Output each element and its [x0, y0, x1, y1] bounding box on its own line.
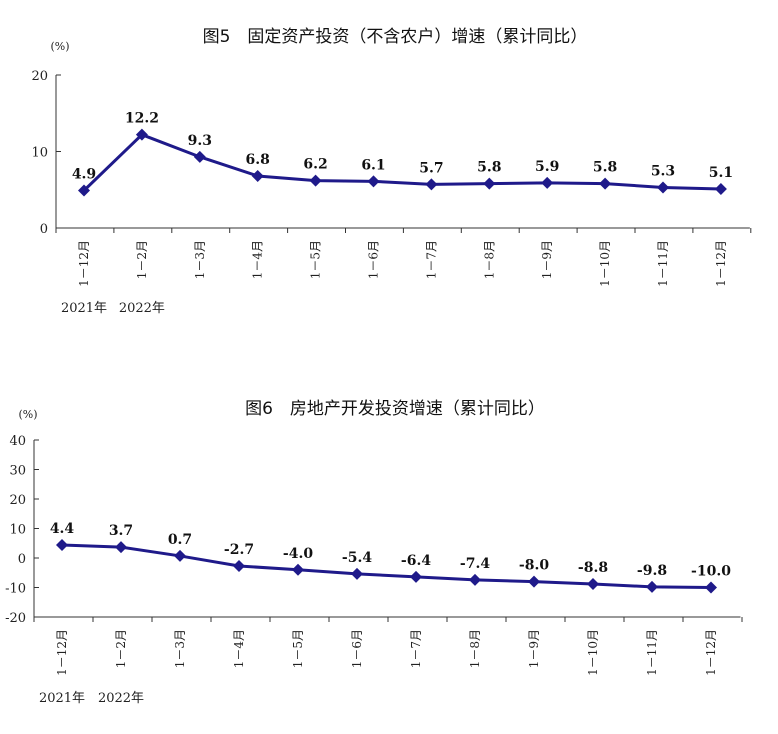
x-tick-label: 1－12月 — [55, 629, 69, 676]
chart-6: 图6 房地产开发投资增速（累计同比） (%) -20 -10 0 10 20 30 40 1－12… — [5, 399, 743, 706]
data-label: -2.7 — [224, 542, 254, 558]
data-label: -8.8 — [578, 560, 608, 576]
data-point-marker — [292, 563, 304, 576]
y-tick-label: 30 — [9, 464, 26, 479]
data-point-marker — [587, 577, 599, 590]
y-tick-label: 0 — [18, 552, 26, 567]
year-label: 2021年 — [39, 691, 85, 706]
x-tick-label: 1－11月 — [645, 629, 659, 676]
data-label: 6.1 — [361, 157, 385, 173]
year-label: 2021年 — [61, 301, 107, 316]
y-tick-label: 40 — [9, 434, 26, 449]
data-point-marker — [646, 580, 658, 593]
x-tick-label: 1－12月 — [714, 240, 728, 287]
data-point-marker — [78, 184, 90, 197]
x-tick-label: 1－5月 — [309, 240, 323, 279]
data-point-marker — [425, 178, 438, 191]
data-point-marker — [483, 177, 496, 190]
x-tick-label: 1－7月 — [409, 629, 423, 668]
data-label: -5.4 — [342, 550, 372, 566]
data-point-marker — [351, 567, 363, 580]
data-point-marker — [469, 573, 481, 586]
x-tick-label: 1－10月 — [586, 629, 600, 676]
data-point-marker — [56, 539, 68, 552]
x-tick-label: 1－9月 — [527, 629, 541, 668]
y-unit-label: (%) — [18, 408, 37, 421]
data-point-marker — [528, 575, 540, 588]
x-tick-label: 1－6月 — [367, 240, 381, 279]
x-tick-label: 1－7月 — [424, 240, 438, 279]
x-tick-label: 1－6月 — [350, 629, 364, 668]
x-tick-label: 1－3月 — [193, 240, 207, 279]
data-point-marker — [309, 174, 322, 187]
data-point-marker — [657, 181, 669, 194]
data-label: 12.2 — [125, 111, 159, 127]
data-point-marker — [193, 150, 206, 163]
x-tick-label: 1－8月 — [468, 629, 482, 668]
data-point-marker — [115, 541, 127, 554]
y-tick-label: 20 — [9, 493, 26, 508]
data-label: 5.9 — [535, 159, 559, 175]
data-point-marker — [233, 559, 245, 572]
series-line — [82, 132, 721, 192]
data-label: 5.8 — [593, 160, 617, 176]
data-point-marker — [599, 177, 612, 190]
data-label: 4.9 — [72, 167, 96, 183]
data-label: 0.7 — [168, 532, 192, 548]
data-point-marker — [705, 581, 717, 594]
data-label: -4.0 — [283, 546, 313, 562]
data-label: -10.0 — [691, 564, 731, 580]
chart-title: 图6 房地产开发投资增速（累计同比） — [245, 399, 545, 419]
y-tick-label: 10 — [9, 523, 26, 538]
chart-title: 图5 固定资产投资（不含农户）增速（累计同比） — [203, 27, 588, 47]
x-tick-label: 1－12月 — [77, 240, 91, 287]
data-label: 9.3 — [188, 133, 212, 149]
data-point-marker — [174, 549, 186, 562]
x-tick-label: 1－8月 — [482, 240, 496, 279]
data-label: -9.8 — [637, 563, 667, 579]
x-tick-label: 1－11月 — [656, 240, 670, 287]
y-tick-label: 10 — [31, 146, 48, 161]
data-point-marker — [714, 182, 727, 195]
x-tick-label: 1－4月 — [251, 240, 265, 279]
y-unit-label: (%) — [50, 40, 69, 53]
year-label: 2022年 — [119, 301, 165, 316]
data-point-marker — [251, 169, 264, 182]
data-label: 5.8 — [477, 160, 501, 176]
year-label: 2022年 — [98, 691, 144, 706]
x-tick-label: 1－2月 — [114, 629, 128, 668]
data-label: 3.7 — [109, 523, 133, 539]
data-label: -6.4 — [401, 553, 431, 569]
x-tick-label: 1－12月 — [704, 629, 718, 676]
chart-5: 图5 固定资产投资（不含农户）增速（累计同比） (%) 0 10 20 1－12月 1－2月… — [31, 27, 752, 316]
x-tick-label: 1－10月 — [598, 240, 612, 287]
data-point-marker — [367, 175, 380, 188]
data-label: 5.7 — [419, 160, 443, 176]
data-point-marker — [541, 176, 554, 189]
y-tick-label: -20 — [5, 611, 26, 626]
data-point-marker — [410, 570, 422, 583]
x-tick-label: 1－9月 — [540, 240, 554, 279]
x-tick-label: 1－5月 — [291, 629, 305, 668]
data-label: -8.0 — [519, 558, 549, 574]
data-label: 5.1 — [709, 165, 733, 181]
x-tick-label: 1－4月 — [232, 629, 246, 668]
series-line — [61, 543, 712, 589]
y-tick-label: -10 — [5, 582, 26, 597]
data-label: 6.8 — [246, 152, 270, 168]
x-tick-label: 1－2月 — [135, 240, 149, 279]
data-label: 5.3 — [651, 163, 675, 179]
x-tick-label: 1－3月 — [173, 629, 187, 668]
y-tick-label: 20 — [31, 69, 48, 84]
data-label: -7.4 — [460, 556, 490, 572]
data-label: 4.4 — [50, 521, 75, 537]
data-point-marker — [135, 128, 148, 141]
data-label: 6.2 — [303, 157, 327, 173]
y-tick-label: 0 — [40, 222, 48, 237]
